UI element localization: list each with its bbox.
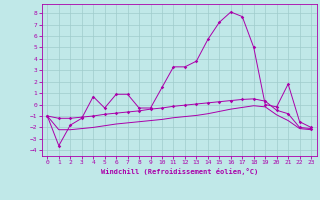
X-axis label: Windchill (Refroidissement éolien,°C): Windchill (Refroidissement éolien,°C) bbox=[100, 168, 258, 175]
